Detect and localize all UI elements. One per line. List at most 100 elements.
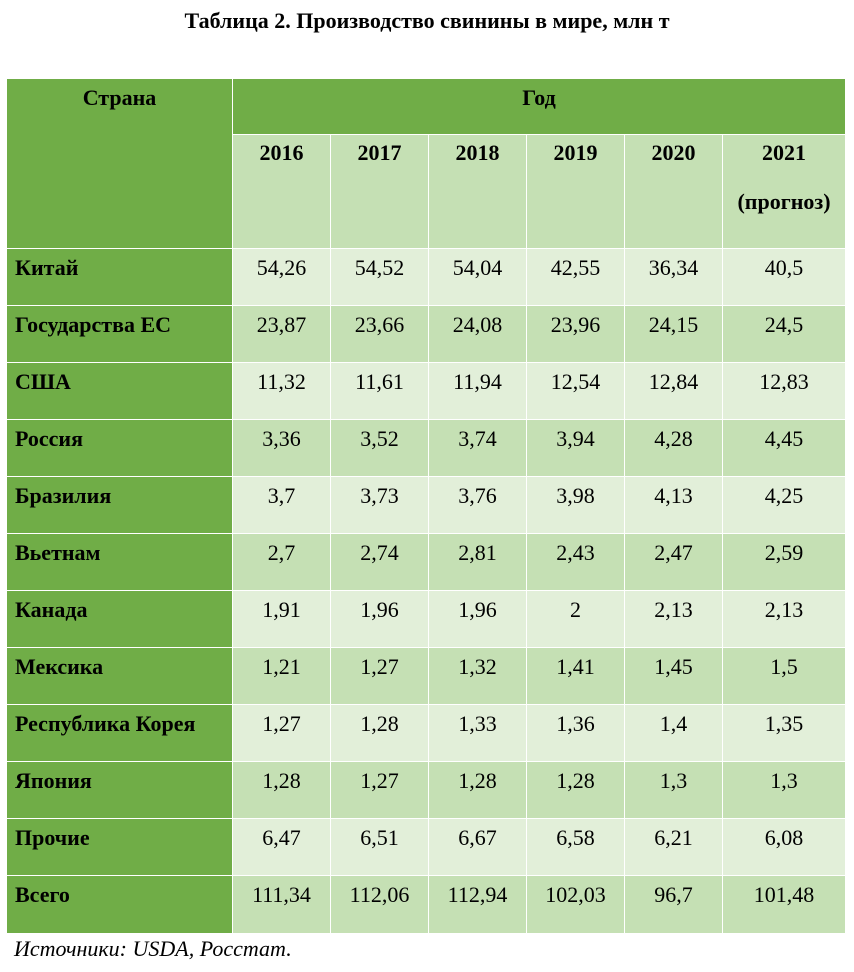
country-cell: Государства ЕС xyxy=(7,306,233,363)
value-cell: 6,47 xyxy=(233,819,331,876)
value-cell: 2,13 xyxy=(723,591,846,648)
table-title-text: Таблица 2. Производство свинины в мире, … xyxy=(184,8,669,34)
value-cell: 1,5 xyxy=(723,648,846,705)
value-cell: 24,15 xyxy=(625,306,723,363)
table-row: США 11,32 11,61 11,94 12,54 12,84 12,83 xyxy=(7,363,846,420)
header-year-2019: 2019 xyxy=(527,135,625,249)
value-cell: 4,13 xyxy=(625,477,723,534)
country-cell: Прочие xyxy=(7,819,233,876)
value-cell: 1,28 xyxy=(233,762,331,819)
value-cell: 1,21 xyxy=(233,648,331,705)
value-cell: 4,28 xyxy=(625,420,723,477)
value-cell: 101,48 xyxy=(723,876,846,934)
table-row: Вьетнам 2,7 2,74 2,81 2,43 2,47 2,59 xyxy=(7,534,846,591)
value-cell: 54,26 xyxy=(233,249,331,306)
table-body: Китай 54,26 54,52 54,04 42,55 36,34 40,5 Госуда… xyxy=(7,249,846,934)
value-cell: 2,74 xyxy=(331,534,429,591)
value-cell: 12,83 xyxy=(723,363,846,420)
table-row: Бразилия 3,7 3,73 3,76 3,98 4,13 4,25 xyxy=(7,477,846,534)
value-cell: 1,27 xyxy=(331,762,429,819)
value-cell: 23,66 xyxy=(331,306,429,363)
value-cell: 12,84 xyxy=(625,363,723,420)
value-cell: 40,5 xyxy=(723,249,846,306)
country-cell: Всего xyxy=(7,876,233,934)
value-cell: 1,91 xyxy=(233,591,331,648)
value-cell: 1,41 xyxy=(527,648,625,705)
value-cell: 102,03 xyxy=(527,876,625,934)
header-forecast-note: (прогноз) xyxy=(731,190,837,213)
value-cell: 4,45 xyxy=(723,420,846,477)
country-cell: Япония xyxy=(7,762,233,819)
table-row: Россия 3,36 3,52 3,74 3,94 4,28 4,45 xyxy=(7,420,846,477)
header-year-2021: 2021 (прогноз) xyxy=(723,135,846,249)
country-cell: Канада xyxy=(7,591,233,648)
pork-production-table: Страна Год 2016 2017 2018 2019 2020 2021… xyxy=(6,78,846,934)
value-cell: 1,27 xyxy=(331,648,429,705)
value-cell: 2 xyxy=(527,591,625,648)
value-cell: 11,32 xyxy=(233,363,331,420)
country-cell: Мексика xyxy=(7,648,233,705)
source-note: Источники: USDA, Росстат. xyxy=(14,936,292,962)
value-cell: 1,32 xyxy=(429,648,527,705)
value-cell: 1,28 xyxy=(527,762,625,819)
value-cell: 3,74 xyxy=(429,420,527,477)
value-cell: 1,28 xyxy=(429,762,527,819)
country-cell: Бразилия xyxy=(7,477,233,534)
value-cell: 3,36 xyxy=(233,420,331,477)
value-cell: 3,52 xyxy=(331,420,429,477)
value-cell: 24,5 xyxy=(723,306,846,363)
value-cell: 1,45 xyxy=(625,648,723,705)
value-cell: 6,51 xyxy=(331,819,429,876)
source-label: Источники xyxy=(14,936,120,961)
value-cell: 1,27 xyxy=(233,705,331,762)
value-cell: 2,59 xyxy=(723,534,846,591)
country-cell: Китай xyxy=(7,249,233,306)
table-title: Таблица 2. Производство свинины в мире, … xyxy=(0,8,854,34)
value-cell: 3,94 xyxy=(527,420,625,477)
value-cell: 36,34 xyxy=(625,249,723,306)
header-year-2017: 2017 xyxy=(331,135,429,249)
header-year-2018: 2018 xyxy=(429,135,527,249)
value-cell: 2,13 xyxy=(625,591,723,648)
header-year-2016: 2016 xyxy=(233,135,331,249)
value-cell: 23,87 xyxy=(233,306,331,363)
table-row: Республика Корея 1,27 1,28 1,33 1,36 1,4 1,35 xyxy=(7,705,846,762)
value-cell: 24,08 xyxy=(429,306,527,363)
value-cell: 11,94 xyxy=(429,363,527,420)
value-cell: 1,35 xyxy=(723,705,846,762)
country-cell: Республика Корея xyxy=(7,705,233,762)
value-cell: 23,96 xyxy=(527,306,625,363)
value-cell: 2,43 xyxy=(527,534,625,591)
value-cell: 6,21 xyxy=(625,819,723,876)
value-cell: 1,96 xyxy=(331,591,429,648)
value-cell: 54,04 xyxy=(429,249,527,306)
value-cell: 3,98 xyxy=(527,477,625,534)
value-cell: 12,54 xyxy=(527,363,625,420)
value-cell: 3,7 xyxy=(233,477,331,534)
header-year-2021-label: 2021 xyxy=(762,140,806,165)
table-row: Канада 1,91 1,96 1,96 2 2,13 2,13 xyxy=(7,591,846,648)
value-cell: 42,55 xyxy=(527,249,625,306)
value-cell: 6,08 xyxy=(723,819,846,876)
table-row: Государства ЕС 23,87 23,66 24,08 23,96 24,15 2… xyxy=(7,306,846,363)
country-cell: США xyxy=(7,363,233,420)
table-row: Мексика 1,21 1,27 1,32 1,41 1,45 1,5 xyxy=(7,648,846,705)
source-text: : USDA, Росстат. xyxy=(120,936,292,961)
value-cell: 112,94 xyxy=(429,876,527,934)
table-row: Китай 54,26 54,52 54,04 42,55 36,34 40,5 xyxy=(7,249,846,306)
header-country: Страна xyxy=(7,79,233,249)
value-cell: 3,76 xyxy=(429,477,527,534)
value-cell: 1,33 xyxy=(429,705,527,762)
value-cell: 1,3 xyxy=(625,762,723,819)
value-cell: 1,3 xyxy=(723,762,846,819)
header-year-group: Год xyxy=(233,79,846,135)
table-row: Япония 1,28 1,27 1,28 1,28 1,3 1,3 xyxy=(7,762,846,819)
value-cell: 112,06 xyxy=(331,876,429,934)
value-cell: 1,36 xyxy=(527,705,625,762)
value-cell: 4,25 xyxy=(723,477,846,534)
value-cell: 6,58 xyxy=(527,819,625,876)
country-cell: Вьетнам xyxy=(7,534,233,591)
value-cell: 1,28 xyxy=(331,705,429,762)
country-cell: Россия xyxy=(7,420,233,477)
value-cell: 111,34 xyxy=(233,876,331,934)
